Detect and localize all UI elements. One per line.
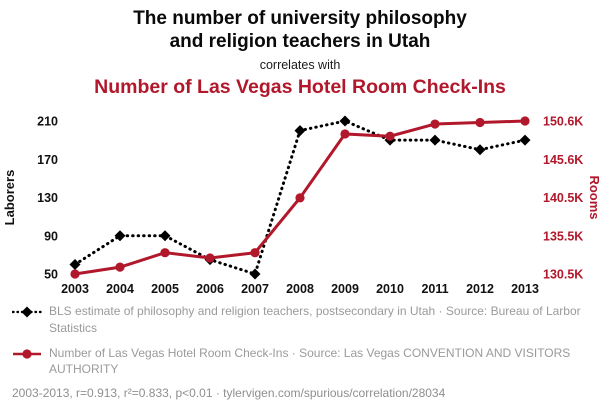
red-series-marker bbox=[115, 262, 125, 273]
left-axis-tick-label: 210 bbox=[37, 115, 58, 129]
red-series-marker bbox=[250, 248, 260, 258]
chart-svg: 50 90 130 170 210 130.5K 135.5K 140.5K 145.6K 150… bbox=[2, 115, 600, 297]
red-series-marker bbox=[430, 119, 440, 129]
red-series-marker bbox=[340, 129, 350, 139]
red-series-marker bbox=[295, 193, 305, 203]
red-series-legend-icon bbox=[13, 349, 41, 359]
black-series-marker bbox=[294, 125, 306, 137]
red-series-marker bbox=[520, 116, 530, 126]
right-axis-tick-label: 140.5K bbox=[543, 191, 583, 205]
right-axis-tick-label: 130.5K bbox=[543, 268, 583, 282]
black-series-marker bbox=[114, 230, 126, 242]
red-series-marker bbox=[385, 131, 395, 142]
black-series-marker bbox=[474, 144, 486, 156]
red-series-title: Number of Las Vegas Hotel Room Check-Ins bbox=[94, 76, 506, 99]
black-series-marker bbox=[69, 259, 81, 271]
black-series-marker bbox=[519, 134, 531, 146]
legend: BLS estimate of philosophy and religion … bbox=[0, 303, 600, 377]
x-axis-tick-label: 2012 bbox=[466, 282, 494, 296]
right-axis-tick-label: 150.6K bbox=[543, 115, 583, 129]
legend-item-black-label: BLS estimate of philosophy and religion … bbox=[49, 304, 581, 335]
left-axis-tick-label: 170 bbox=[37, 153, 58, 167]
x-axis-tick-label: 2006 bbox=[196, 282, 224, 296]
footer-stats: 2003-2013, r=0.913, r²=0.833, p<0.01 · t… bbox=[12, 386, 446, 401]
page-title-line2: and religion teachers in Utah bbox=[169, 31, 431, 53]
black-series-marker bbox=[429, 134, 441, 146]
left-axis-title: Laborers bbox=[2, 170, 17, 226]
x-axis-tick-label: 2004 bbox=[106, 282, 134, 296]
right-axis-tick-label: 145.6K bbox=[543, 153, 583, 167]
red-series-marker bbox=[475, 118, 485, 128]
x-axis-tick-label: 2009 bbox=[331, 282, 359, 296]
red-series-marker bbox=[70, 269, 80, 279]
red-series-marker bbox=[205, 253, 215, 263]
red-series-marker bbox=[160, 248, 170, 258]
right-axis-tick-label: 135.5K bbox=[543, 230, 583, 244]
black-series-marker bbox=[249, 268, 261, 280]
x-axis-tick-label: 2011 bbox=[421, 282, 448, 296]
left-axis-tick-label: 90 bbox=[44, 230, 58, 244]
x-axis-tick-label: 2007 bbox=[241, 282, 269, 296]
page-title-line1: The number of university philosophy bbox=[133, 8, 467, 29]
x-axis-tick-label: 2003 bbox=[61, 282, 89, 296]
x-axis-tick-label: 2005 bbox=[151, 282, 179, 296]
x-axis-tick-label: 2010 bbox=[376, 282, 404, 296]
left-axis-tick-label: 50 bbox=[44, 268, 58, 282]
black-series-marker bbox=[159, 230, 171, 242]
x-axis-tick-label: 2013 bbox=[511, 282, 539, 296]
correlates-with-label: correlates with bbox=[259, 58, 341, 73]
legend-item-black: BLS estimate of philosophy and religion … bbox=[12, 303, 588, 335]
left-axis-tick-label: 130 bbox=[37, 191, 58, 205]
right-axis-title: Rooms bbox=[587, 176, 600, 220]
legend-item-red: Number of Las Vegas Hotel Room Check-Ins… bbox=[12, 345, 588, 377]
black-series-marker bbox=[339, 115, 351, 127]
legend-item-red-label: Number of Las Vegas Hotel Room Check-Ins… bbox=[49, 345, 571, 376]
x-axis-tick-label: 2008 bbox=[286, 282, 314, 296]
black-series-legend-icon bbox=[12, 306, 42, 318]
